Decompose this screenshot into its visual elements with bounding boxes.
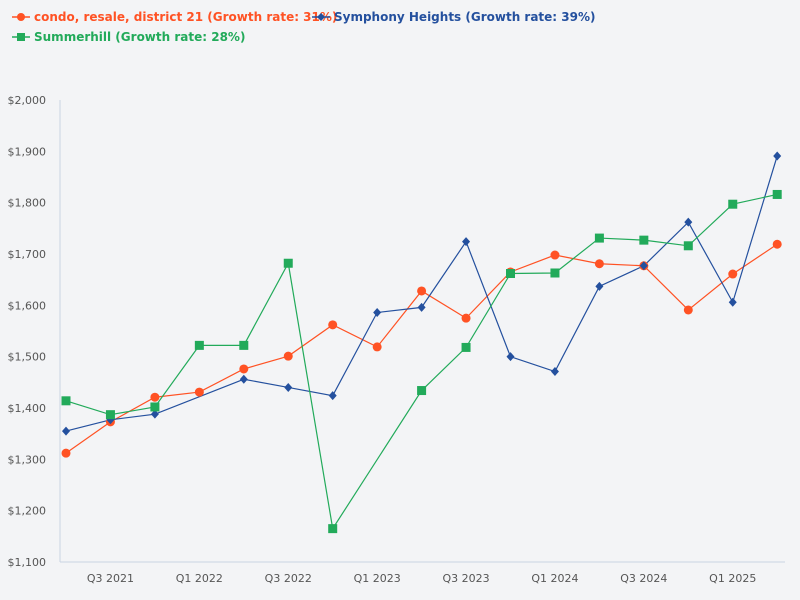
- data-point-2: [417, 386, 427, 396]
- data-point-2: [283, 258, 293, 268]
- data-point-0: [772, 239, 782, 249]
- series-line-2: [65, 193, 778, 531]
- data-point-0: [194, 387, 204, 397]
- y-tick-label: $1,400: [8, 402, 47, 415]
- y-tick-label: $2,000: [8, 94, 47, 107]
- x-tick-label: Q3 2022: [265, 572, 312, 585]
- series-line-0: [65, 243, 778, 454]
- data-point-2: [683, 241, 693, 251]
- y-tick-label: $1,800: [8, 197, 47, 210]
- data-point-1: [373, 308, 382, 318]
- data-point-1: [728, 297, 737, 307]
- x-tick-label: Q3 2023: [442, 572, 489, 585]
- data-point-1: [595, 281, 604, 291]
- data-point-0: [372, 342, 382, 352]
- series-line-1: [65, 155, 778, 432]
- y-tick-label: $1,700: [8, 248, 47, 261]
- data-point-1: [417, 302, 426, 312]
- data-point-1: [62, 426, 70, 436]
- x-tick-label: Q1 2022: [176, 572, 223, 585]
- data-point-2: [550, 268, 560, 278]
- data-point-0: [683, 305, 693, 315]
- data-point-0: [461, 313, 471, 323]
- legend-item[interactable]: condo, resale, district 21 (Growth rate:…: [12, 10, 337, 24]
- y-tick-label: $1,200: [8, 505, 47, 518]
- legend-item[interactable]: Summerhill (Growth rate: 28%): [12, 30, 245, 44]
- data-point-2: [61, 396, 71, 406]
- data-point-1: [550, 367, 559, 377]
- data-point-2: [105, 410, 115, 420]
- data-point-1: [506, 352, 515, 362]
- data-point-0: [239, 364, 249, 374]
- data-point-1: [773, 151, 782, 161]
- data-point-0: [283, 351, 293, 361]
- data-point-0: [328, 320, 338, 330]
- legend-item[interactable]: Symphony Heights (Growth rate: 39%): [312, 10, 596, 24]
- data-point-2: [150, 402, 160, 412]
- data-point-0: [61, 448, 71, 458]
- data-point-1: [284, 382, 293, 392]
- data-point-1: [328, 391, 337, 401]
- y-tick-label: $1,300: [8, 453, 47, 466]
- x-tick-label: Q1 2025: [709, 572, 756, 585]
- data-point-2: [328, 524, 338, 534]
- data-point-2: [239, 340, 249, 350]
- y-tick-label: $1,900: [8, 145, 47, 158]
- diamond-marker-icon: [312, 13, 330, 21]
- data-point-2: [506, 269, 515, 279]
- data-point-2: [461, 342, 471, 352]
- square-marker-icon: [12, 33, 30, 41]
- data-point-0: [594, 259, 604, 269]
- data-point-1: [462, 237, 471, 247]
- circle-marker-icon: [12, 13, 30, 21]
- x-tick-label: Q3 2021: [87, 572, 134, 585]
- x-tick-label: Q1 2023: [354, 572, 401, 585]
- data-point-0: [550, 250, 560, 260]
- y-tick-label: $1,100: [8, 556, 47, 569]
- data-point-1: [639, 261, 648, 271]
- legend-label: condo, resale, district 21 (Growth rate:…: [34, 10, 338, 24]
- data-point-0: [417, 286, 427, 296]
- data-point-2: [639, 235, 649, 245]
- data-point-1: [150, 409, 159, 419]
- y-tick-label: $1,600: [8, 299, 47, 312]
- legend-label: Symphony Heights (Growth rate: 39%): [334, 10, 596, 24]
- y-tick-label: $1,500: [8, 351, 47, 364]
- data-point-2: [772, 189, 782, 199]
- data-point-1: [684, 217, 693, 227]
- legend-label: Summerhill (Growth rate: 28%): [34, 30, 246, 44]
- data-point-2: [194, 340, 204, 350]
- x-tick-label: Q3 2024: [620, 572, 667, 585]
- x-tick-label: Q1 2024: [531, 572, 578, 585]
- data-point-2: [728, 199, 738, 209]
- data-point-1: [239, 374, 248, 384]
- data-point-0: [150, 392, 160, 402]
- data-point-2: [594, 233, 604, 243]
- data-point-0: [728, 269, 738, 279]
